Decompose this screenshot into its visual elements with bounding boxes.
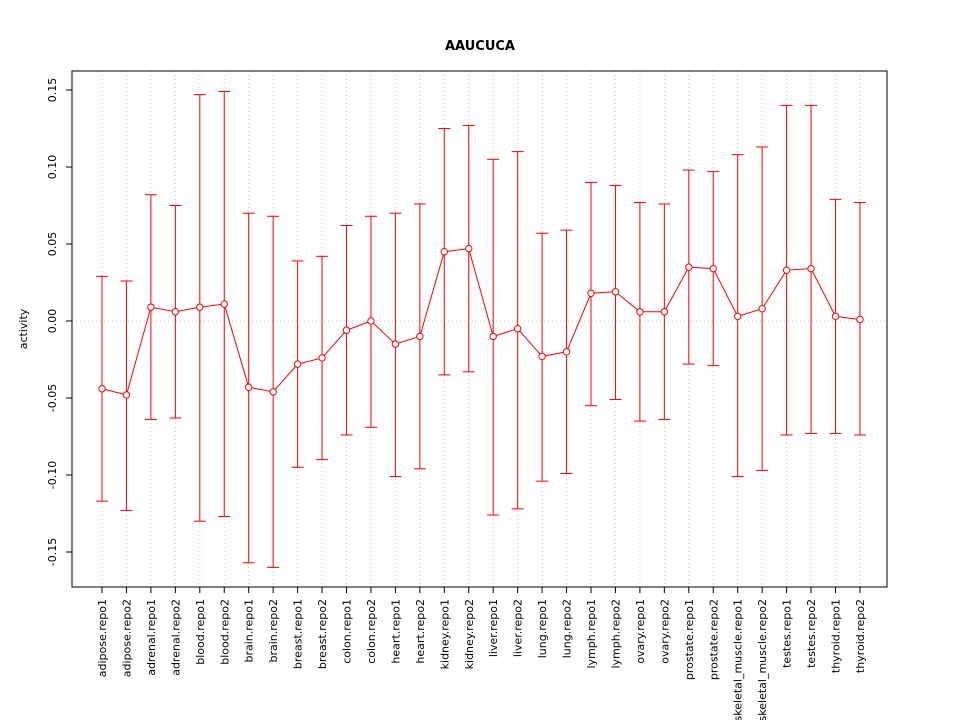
x-tick-label: thyroid.repo1 [830,599,843,673]
x-tick-label: lymph.repo2 [609,599,622,669]
x-tick-label: colon.repo2 [365,599,378,664]
data-point [611,288,620,296]
x-tick-label: heart.repo1 [389,599,402,664]
data-point [269,388,277,396]
x-tick-label: testes.repo1 [781,599,794,668]
x-tick-label: ovary.repo2 [658,599,671,664]
data-point [758,304,766,313]
x-tick-label: brain.repo2 [267,599,280,663]
x-tick-label: blood.repo2 [218,599,231,665]
x-tick-label: skeletal_muscle.repo1 [732,599,745,720]
y-tick-label: 0.15 [46,78,59,103]
data-point [587,289,595,297]
grid [72,71,887,587]
x-tick-label: heart.repo2 [414,599,427,664]
data-point [220,300,228,308]
data-point [318,354,326,362]
x-tick-label: kidney.repo2 [463,599,476,669]
series-line [101,248,861,396]
data-point [391,340,400,348]
data-point [538,352,546,361]
x-tick-label: breast.repo2 [316,599,329,669]
data-point [171,308,180,316]
x-tick-label: adipose.repo1 [96,599,109,677]
x-tick-label: lung.repo2 [561,599,574,658]
data-point [685,263,693,271]
data-point [196,303,204,311]
x-tick-label: skeletal_muscle.repo2 [756,599,769,720]
x-tick-label: liver.repo2 [512,599,525,657]
data-point [831,312,840,321]
y-axis-label: activity [17,308,30,349]
data-point [147,303,155,311]
data-point [660,308,669,316]
plot-frame [71,70,888,588]
data-point [807,264,815,273]
series [96,91,866,568]
data-point [782,266,791,274]
x-tick-label: thyroid.repo2 [854,599,867,673]
x-tick-label: liver.repo1 [487,599,500,657]
x-tick-label: ovary.repo1 [634,599,647,664]
x-tick-label: testes.repo2 [805,599,818,668]
data-point [513,325,522,333]
x-tick-label: blood.repo1 [194,599,207,665]
data-point [245,383,253,391]
x-tick-label: prostate.repo2 [707,599,720,680]
data-point [342,326,351,334]
data-point [416,332,424,341]
x-tick-label: adrenal.repo2 [169,599,182,676]
data-point [293,360,302,368]
y-tick-label: -0.05 [46,384,59,412]
data-point [709,264,717,273]
x-tick-label: brain.repo1 [243,599,256,663]
data-point [367,317,375,325]
x-tick-label: colon.repo1 [341,599,354,664]
x-tick-label: adrenal.repo1 [145,599,158,676]
y-tick-label: -0.15 [46,538,59,566]
data-point [122,391,131,399]
data-point [98,385,106,393]
data-point [636,308,644,316]
x-tick-label: lymph.repo1 [585,599,598,669]
x-tick-label: lung.repo1 [536,599,549,658]
data-point [734,312,742,321]
y-tick-label: -0.10 [46,461,59,489]
axes: -0.15 -0.10 -0.05 0.00 0.05 0.10 0.15 adipose.r… [46,78,867,720]
data-point [562,348,571,356]
data-point [465,244,473,253]
y-tick-label: 0.10 [46,155,59,180]
y-tick-label: 0.05 [46,232,59,257]
data-point [440,248,448,256]
y-tick-label: 0.00 [46,309,59,334]
data-point [489,332,497,341]
x-tick-label: kidney.repo1 [438,599,451,669]
data-point [856,315,864,324]
x-tick-label: prostate.repo1 [683,599,696,680]
chart-title: AAUCUCA [445,39,515,54]
x-tick-label: breast.repo1 [292,599,305,669]
x-tick-label: adipose.repo2 [120,599,133,677]
